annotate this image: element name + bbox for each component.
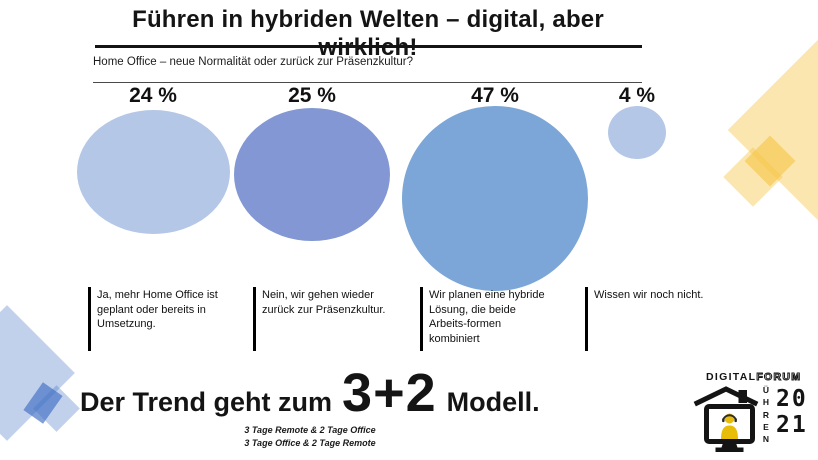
logo-year-top: 20: [776, 386, 808, 412]
logo-vertical-fuehren: Ü H R E N: [760, 384, 772, 445]
bubble-24pct: [77, 110, 230, 234]
caption-bar-2: [253, 287, 256, 351]
bubble-4pct: [608, 106, 666, 159]
subtitle-question: Home Office – neue Normalität oder zurüc…: [93, 56, 414, 68]
caption-text-1: Ja, mehr Home Office ist geplant oder be…: [97, 289, 218, 330]
caption-text-4: Wissen wir noch nicht.: [594, 289, 704, 301]
subtitle-underline: [93, 82, 642, 83]
house-monitor-icon: [693, 386, 759, 452]
logo-brand-solid: DIGITAL: [706, 371, 757, 383]
trend-suffix: Modell.: [446, 387, 540, 417]
trend-statement: Der Trend geht zum 3+2 Modell.: [80, 362, 540, 424]
caption-bar-3: [420, 287, 423, 351]
digitalforum-logo: DIGITALFORUM Ü H R E N 20 21: [688, 368, 816, 458]
percent-label-3: 47 %: [471, 84, 519, 107]
caption-text-3: Wir planen eine hybride Lösung, die beid…: [429, 289, 545, 345]
logo-vertical-letter-4: E: [763, 421, 769, 432]
trend-note-1: 3 Tage Remote & 2 Tage Office: [244, 425, 376, 435]
caption-text-2: Nein, wir gehen wieder zurück zur Präsen…: [262, 289, 386, 316]
caption-bar-4: [585, 287, 588, 351]
trend-note-2: 3 Tage Office & 2 Tage Remote: [244, 438, 376, 448]
trend-3plus2: 3+2: [342, 363, 437, 423]
logo-vertical-letter-5: N: [762, 434, 770, 445]
logo-vertical-letter-3: R: [762, 409, 770, 420]
logo-vertical-letter-2: H: [762, 397, 770, 408]
trend-notes: 3 Tage Remote & 2 Tage Office 3 Tage Off…: [180, 424, 440, 450]
logo-brand-outline: FORUM: [756, 371, 802, 384]
percent-label-4: 4 %: [618, 84, 656, 107]
logo-year: 20 21: [776, 386, 808, 438]
deco-yellow-large-diamond: [727, 9, 818, 251]
caption-bar-1: [88, 287, 91, 351]
title-underline: [95, 45, 642, 48]
bubble-25pct: [234, 108, 390, 241]
person-body: [721, 425, 738, 439]
percent-label-1: 24 %: [129, 84, 177, 107]
headset-band: [722, 414, 737, 420]
bubble-47pct: [402, 106, 588, 291]
page-title: Führen in hybriden Welten – digital, abe…: [132, 6, 604, 61]
logo-year-bottom: 21: [776, 412, 808, 438]
percent-label-2: 25 %: [288, 84, 336, 107]
logo-brand: DIGITALFORUM: [706, 371, 802, 384]
logo-vertical-letter-1: Ü: [762, 385, 770, 395]
trend-prefix: Der Trend geht zum: [80, 387, 333, 417]
